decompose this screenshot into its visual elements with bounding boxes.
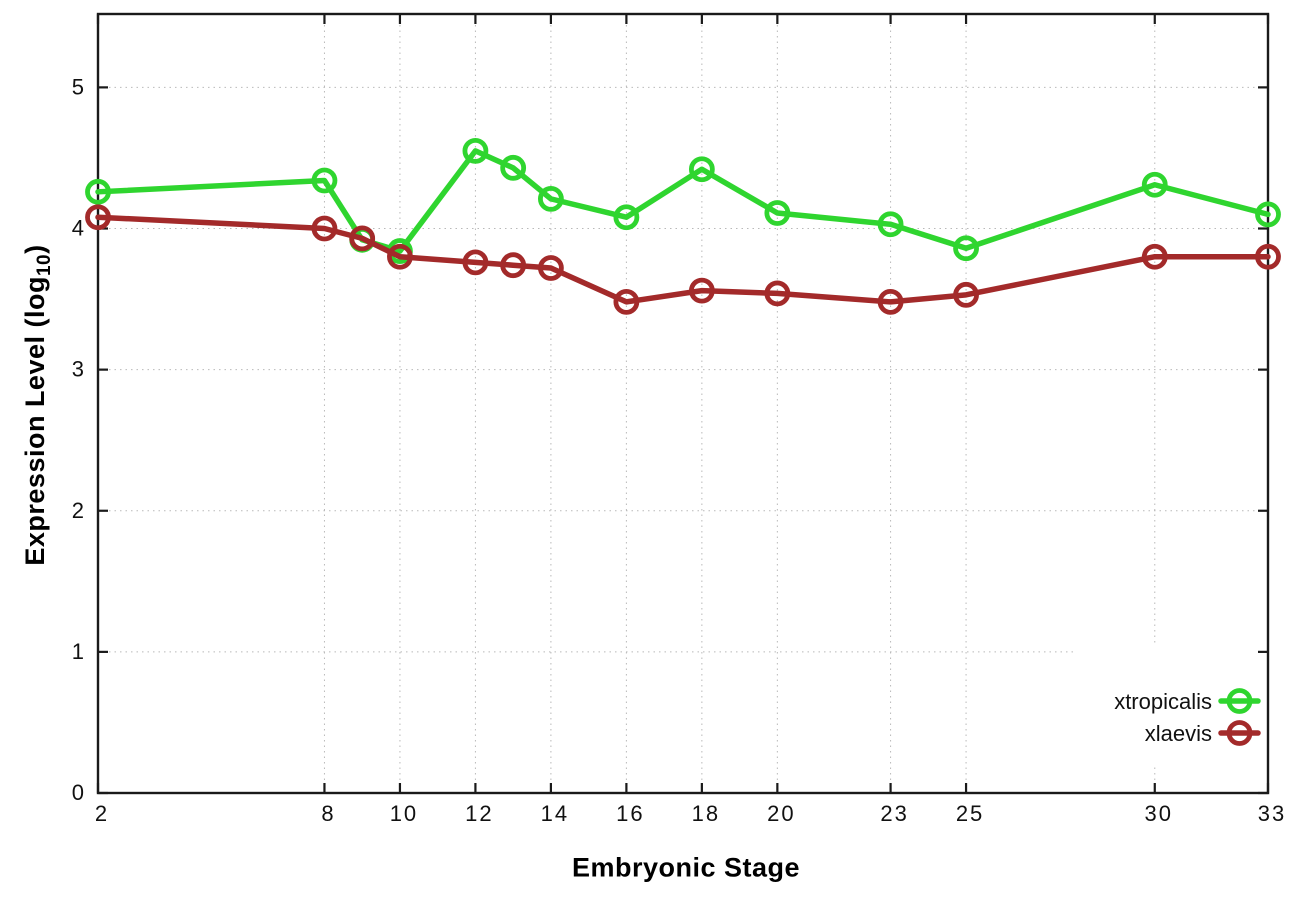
x-tick-label: 23	[880, 801, 908, 826]
data-point-xtropicalis	[764, 200, 791, 226]
data-point-xlaevis	[311, 215, 338, 242]
x-tick-label: 8	[321, 801, 335, 826]
data-point-xlaevis	[613, 288, 640, 315]
x-tick-label: 30	[1145, 801, 1173, 826]
data-point-xtropicalis	[85, 178, 111, 205]
legend-label-xlaevis: xlaevis	[1145, 721, 1212, 746]
y-axis-title: Expression Level (log10)	[20, 244, 56, 565]
data-point-xlaevis	[1255, 243, 1281, 270]
data-point-xtropicalis	[613, 204, 640, 231]
legend-sample-marker-xlaevis	[1226, 720, 1253, 746]
y-axis-title-subscript: 10	[34, 253, 56, 277]
data-point-xlaevis	[349, 225, 376, 252]
data-point-xlaevis	[387, 243, 413, 270]
x-axis-title: Embryonic Stage	[571, 852, 801, 883]
series-line-xlaevis	[95, 214, 1271, 305]
y-axis-title-suffix: )	[19, 244, 50, 254]
data-point-xlaevis	[500, 252, 527, 279]
data-point-xtropicalis	[1141, 171, 1168, 198]
x-tick-label: 33	[1258, 801, 1286, 826]
legend-sample-marker-xtropicalis	[1226, 688, 1253, 714]
data-point-xlaevis	[538, 255, 564, 281]
y-tick-label: 3	[72, 357, 84, 382]
y-tick-label: 5	[72, 74, 84, 99]
x-tick-label: 12	[465, 801, 493, 826]
x-tick-label: 25	[956, 801, 984, 826]
data-point-xlaevis	[764, 280, 791, 307]
x-tick-label: 10	[390, 801, 418, 826]
y-tick-label: 4	[72, 216, 84, 241]
data-point-xtropicalis	[688, 156, 715, 183]
y-tick-label: 1	[72, 639, 84, 664]
plot-border	[96, 12, 1270, 795]
data-point-xtropicalis	[462, 137, 489, 164]
y-tick-label: 0	[72, 780, 84, 805]
x-tick-label: 20	[767, 801, 795, 826]
data-point-xlaevis	[1141, 243, 1168, 270]
series-line-xtropicalis	[95, 148, 1271, 254]
x-tick-label: 18	[692, 801, 720, 826]
x-tick-label: 2	[95, 801, 109, 826]
data-point-xlaevis	[462, 249, 489, 276]
data-point-xlaevis	[953, 281, 979, 308]
data-point-xtropicalis	[953, 235, 979, 262]
data-point-xlaevis	[877, 288, 904, 315]
data-point-xlaevis	[85, 204, 111, 231]
data-point-xlaevis	[688, 277, 715, 304]
legend-label-xtropicalis: xtropicalis	[1114, 689, 1212, 714]
y-tick-label: 2	[72, 498, 84, 523]
data-point-xtropicalis	[877, 211, 904, 238]
data-point-xtropicalis	[538, 185, 564, 212]
y-axis-title-prefix: Expression Level (log	[19, 276, 50, 566]
data-point-xtropicalis	[1255, 201, 1281, 228]
data-point-xtropicalis	[311, 167, 338, 194]
x-tick-label: 16	[616, 801, 644, 826]
x-tick-label: 14	[541, 801, 569, 826]
data-point-xtropicalis	[500, 154, 527, 181]
